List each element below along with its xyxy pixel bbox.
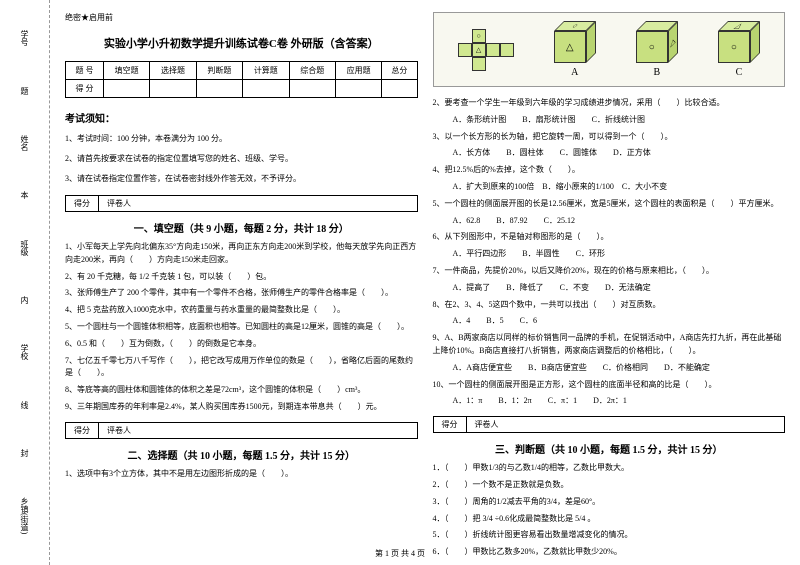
options: A．提高了 B．降低了 C．不变 D．无法确定 <box>433 282 786 295</box>
cube-label: B <box>636 67 678 78</box>
question: 8、在2、3、4、5这四个数中，一共可以找出（ ）对互质数。 <box>433 299 786 312</box>
notice-item: 1、考试时间：100 分钟，本卷满分为 100 分。 <box>65 133 418 145</box>
question: 4．（ ）把 3/4 ÷0.6化成最简整数比是 5/4 。 <box>433 513 786 526</box>
cubes-figure: ○ △ ○△ A △○ B △○ C <box>433 12 786 87</box>
score-label: 得分 <box>66 196 99 211</box>
margin-inner: 线 <box>19 396 30 414</box>
cell: 总分 <box>382 62 417 80</box>
score-box: 得分 评卷人 <box>65 422 418 439</box>
cell <box>150 80 196 98</box>
options: A．4 B．5 C．6 <box>433 315 786 328</box>
question: 6、从下列图形中，不是轴对称图形的是（ ）。 <box>433 231 786 244</box>
question: 7、七亿五千零七万八千写作（ ），把它改写成用万作单位的数是（ ），省略亿后面的… <box>65 355 418 381</box>
margin-label: 学校 <box>19 339 30 365</box>
question: 5、一个圆柱的侧面展开图的长是12.56厘米，宽是5厘米，这个圆柱的表面积是（ … <box>433 198 786 211</box>
cell: 应用题 <box>335 62 381 80</box>
question: 6．（ ）甲数比乙数多20%，乙数就比甲数少20%。 <box>433 546 786 559</box>
notice-item: 2、请首先按要求在试卷的指定位置填写您的姓名、班级、学号。 <box>65 153 418 165</box>
question: 1．（ ）甲数1/3的与乙数1/4的相等，乙数比甲数大。 <box>433 462 786 475</box>
cube-c: △○ C <box>718 21 760 78</box>
exam-title: 实验小学小升初数学提升训练试卷C卷 外研版（含答案） <box>65 35 418 51</box>
cell <box>382 80 417 98</box>
page-content: 绝密★启用前 实验小学小升初数学提升训练试卷C卷 外研版（含答案） 题 号 填空… <box>50 0 800 565</box>
score-label: 评卷人 <box>99 423 139 438</box>
notice-title: 考试须知： <box>65 110 418 125</box>
cell: 填空题 <box>103 62 149 80</box>
options: A．平行四边形 B．半圆性 C．环形 <box>433 248 786 261</box>
options: A．长方体 B．圆柱体 C．圆锥体 D．正方体 <box>433 147 786 160</box>
margin-label: 乡镇(街道) <box>19 492 30 539</box>
section-title: 三、判断题（共 10 小题，每题 1.5 分，共计 15 分） <box>433 441 786 456</box>
score-label: 评卷人 <box>99 196 139 211</box>
margin-inner: 本 <box>19 186 30 204</box>
cell <box>243 80 289 98</box>
options: A．A商店便宜些 B．B商店便宜些 C．价格相同 D．不能确定 <box>433 362 786 375</box>
secret-label: 绝密★启用前 <box>65 12 418 23</box>
margin-inner: 封 <box>19 444 30 462</box>
margin-inner: 内 <box>19 291 30 309</box>
page-footer: 第 1 页 共 4 页 <box>375 548 425 559</box>
right-column: ○ △ ○△ A △○ B △○ C 2、要考查一个学生一年级到六年级的学习成绩… <box>433 12 786 553</box>
left-column: 绝密★启用前 实验小学小升初数学提升训练试卷C卷 外研版（含答案） 题 号 填空… <box>65 12 418 553</box>
question: 4、把 5 克盐药放入1000克水中，农药重量与药水重量的最简整数比是（ ）。 <box>65 304 418 317</box>
cube-net: ○ △ <box>458 29 514 71</box>
binding-margin: 学号 题 姓名 本 班级 内 学校 线 封 乡镇(街道) <box>0 0 50 565</box>
score-label: 评卷人 <box>467 417 507 432</box>
question: 2．（ ）一个数不是正数就是负数。 <box>433 479 786 492</box>
question: 4、把12.5%后的%去掉，这个数（ ）。 <box>433 164 786 177</box>
cell: 题 号 <box>66 62 104 80</box>
question: 9、三年期国库券的年利率是2.4%，某人购买国库券1500元，到期连本带息共（ … <box>65 401 418 414</box>
question: 5、一个圆柱与一个圆锥体积相等，底面积也相等。已知圆柱的高是12厘米，圆锥的高是… <box>65 321 418 334</box>
notice-item: 3、请在试卷指定位置作答，在试卷密封线外作答无效，不予评分。 <box>65 173 418 185</box>
question: 3、以一个长方形的长为轴，把它旋转一周，可以得到一个（ ）。 <box>433 131 786 144</box>
question: 2、有 20 千克糖，每 1/2 千克装 1 包，可以装（ ）包。 <box>65 271 418 284</box>
question: 10、一个圆柱的侧面展开图是正方形，这个圆柱的底面半径和高的比是（ ）。 <box>433 379 786 392</box>
margin-label: 班级 <box>19 235 30 261</box>
table-row: 题 号 填空题 选择题 判断题 计算题 综合题 应用题 总分 <box>66 62 418 80</box>
question: 1、选项中有3个立方体，其中不是用左边图形折成的是（ ）。 <box>65 468 418 481</box>
question: 6、0.5 和（ ）互为倒数，（ ）的倒数是它本身。 <box>65 338 418 351</box>
section-title: 一、填空题（共 9 小题，每题 2 分，共计 18 分） <box>65 220 418 235</box>
table-row: 得 分 <box>66 80 418 98</box>
score-label: 得分 <box>66 423 99 438</box>
score-table: 题 号 填空题 选择题 判断题 计算题 综合题 应用题 总分 得 分 <box>65 61 418 98</box>
options: A．1：π B．1：2π C．π：1 D．2π：1 <box>433 395 786 408</box>
section-title: 二、选择题（共 10 小题，每题 1.5 分，共计 15 分） <box>65 447 418 462</box>
cell: 选择题 <box>150 62 196 80</box>
cube-b: △○ B <box>636 21 678 78</box>
margin-label: 学号 <box>19 25 30 51</box>
cube-label: C <box>718 67 760 78</box>
question: 3、张师傅生产了 200 个零件，其中有一个零件不合格，张师傅生产的零件合格率是… <box>65 287 418 300</box>
score-box: 得分 评卷人 <box>433 416 786 433</box>
question: 5．（ ）折线统计图更容易看出数量增减变化的情况。 <box>433 529 786 542</box>
cell <box>196 80 242 98</box>
question: 3．（ ）周角的1/2减去平角的3/4，差是60°。 <box>433 496 786 509</box>
question: 2、要考查一个学生一年级到六年级的学习成绩进步情况，采用（ ）比较合适。 <box>433 97 786 110</box>
options: A．扩大到原来的100倍 B．缩小原来的1/100 C．大小不变 <box>433 181 786 194</box>
margin-inner: 题 <box>19 82 30 100</box>
question: 1、小军每天上学先向北偏东35°方向走150米，再向正东方向走200米到学校，他… <box>65 241 418 267</box>
options: A．62.8 B．87.92 C．25.12 <box>433 215 786 228</box>
cell <box>335 80 381 98</box>
cube-a: ○△ A <box>554 21 596 78</box>
score-label: 得分 <box>434 417 467 432</box>
score-box: 得分 评卷人 <box>65 195 418 212</box>
cell <box>289 80 335 98</box>
cell: 判断题 <box>196 62 242 80</box>
cell: 计算题 <box>243 62 289 80</box>
question: 7、一件商品，先提价20%，以后又降价20%，现在的价格与原来相比，（ ）。 <box>433 265 786 278</box>
options: A．条形统计图 B．扇形统计图 C．折线统计图 <box>433 114 786 127</box>
cube-label: A <box>554 67 596 78</box>
cell <box>103 80 149 98</box>
question: 9、A、B两家商店以同样的标价销售同一品牌的手机，在促销活动中，A商店先打九折，… <box>433 332 786 358</box>
cell: 得 分 <box>66 80 104 98</box>
margin-label: 姓名 <box>19 130 30 156</box>
cell: 综合题 <box>289 62 335 80</box>
question: 8、等底等高的圆柱体和圆锥体的体积之差是72cm³，这个圆锥的体积是（ ）cm³… <box>65 384 418 397</box>
